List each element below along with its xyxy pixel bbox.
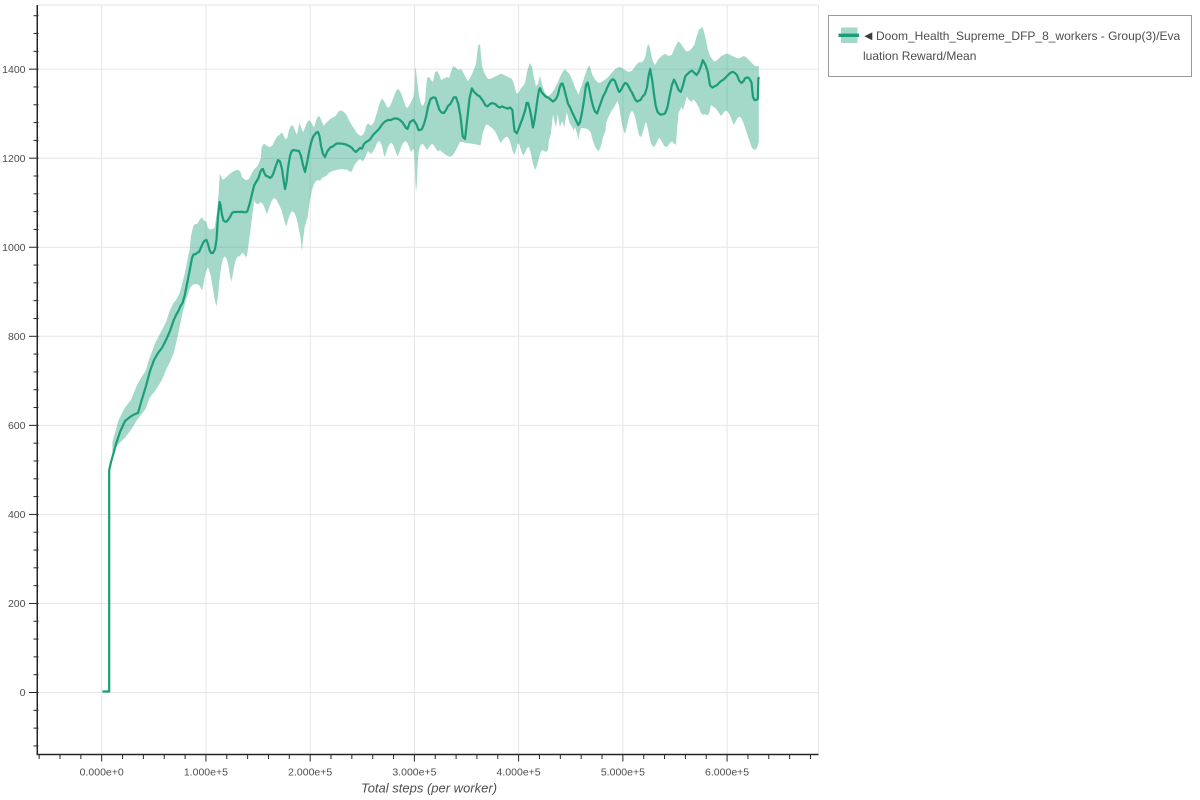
svg-text:0: 0 <box>20 687 26 699</box>
svg-text:1000: 1000 <box>2 242 26 254</box>
svg-text:4.000e+5: 4.000e+5 <box>497 767 541 779</box>
svg-text:400: 400 <box>8 509 26 521</box>
svg-text:5.000e+5: 5.000e+5 <box>601 767 645 779</box>
svg-text:200: 200 <box>8 598 26 610</box>
svg-text:800: 800 <box>8 331 26 343</box>
svg-text:Total steps (per worker): Total steps (per worker) <box>361 781 497 796</box>
svg-text:1.000e+5: 1.000e+5 <box>184 767 228 779</box>
svg-text:2.000e+5: 2.000e+5 <box>288 767 332 779</box>
svg-text:6.000e+5: 6.000e+5 <box>705 767 749 779</box>
svg-text:3.000e+5: 3.000e+5 <box>392 767 436 779</box>
svg-text:0.000e+0: 0.000e+0 <box>80 767 124 779</box>
svg-text:1200: 1200 <box>2 153 26 165</box>
svg-text:1400: 1400 <box>2 64 26 76</box>
svg-text:600: 600 <box>8 420 26 432</box>
